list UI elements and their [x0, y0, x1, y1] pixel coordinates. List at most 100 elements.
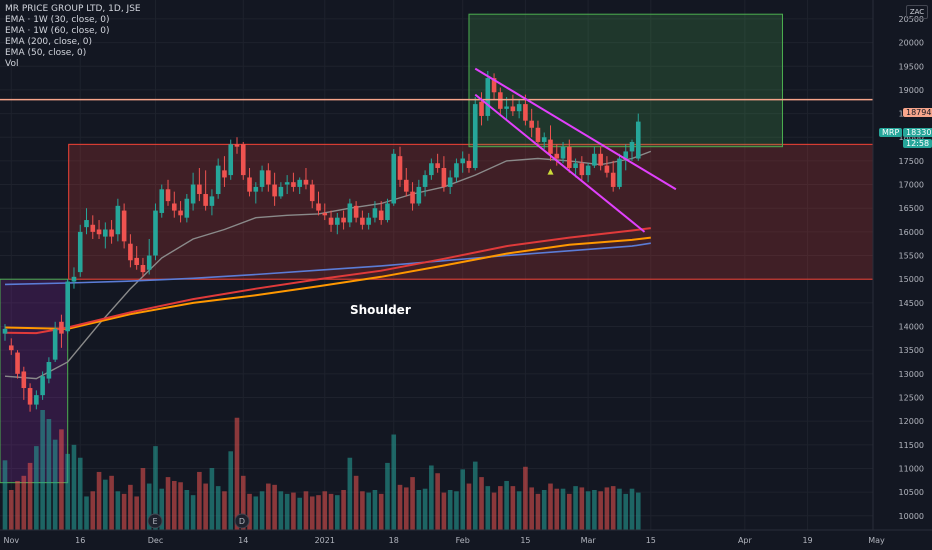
candle-body [341, 217, 346, 223]
buy-marker [547, 168, 554, 175]
volume-bar [510, 486, 516, 530]
candle [128, 234, 133, 268]
volume-bars [2, 410, 641, 530]
candle [34, 390, 39, 410]
volume-bar [134, 496, 139, 530]
volume-bar [629, 488, 635, 530]
candle [71, 267, 77, 289]
candle-body [84, 220, 89, 228]
event-badge-circle [147, 513, 163, 529]
candle-body [391, 153, 397, 204]
volume-bar [617, 488, 622, 530]
candle [297, 177, 302, 195]
legend-ema-w60: EMA · 1W (60, close, 0) [5, 26, 110, 36]
time-tick-label: Feb [456, 536, 470, 545]
price-tick-label: 13500 [899, 346, 924, 355]
candle [403, 167, 409, 197]
candle-body [253, 186, 259, 192]
candle-body [441, 167, 447, 187]
price-axis[interactable]: 10000 10500 11000 11500 12000 12500 13000 13500… [872, 0, 932, 550]
volume-bar [328, 493, 334, 530]
time-tick-label: Apr [738, 536, 753, 545]
legend[interactable]: MR PRICE GROUP LTD, 1D, JSE EMA · 1W (30… [5, 4, 141, 70]
volume-bar [109, 475, 114, 530]
price-tick-label: 16000 [899, 228, 924, 237]
candle [328, 210, 334, 232]
candle-body [2, 328, 8, 334]
price-tick-label: 12500 [899, 394, 924, 403]
candle [372, 201, 378, 223]
event-badge-label: E [152, 517, 157, 526]
volume-bar [159, 488, 165, 530]
volume-bar [65, 453, 70, 530]
candle [140, 257, 146, 277]
candle [491, 73, 497, 100]
volume-bar [385, 462, 390, 530]
price-tick-label: 17500 [899, 157, 924, 166]
price-tick-label: 19000 [899, 86, 924, 95]
volume-bar [197, 471, 202, 530]
volume-bar [222, 491, 227, 530]
candle-body [27, 388, 33, 405]
candle-body [90, 224, 96, 232]
candle-body [554, 153, 560, 159]
candle [335, 212, 340, 235]
candle-body [303, 179, 309, 185]
candle-body [222, 170, 227, 178]
candle-body [284, 182, 290, 185]
volume-bar [21, 475, 27, 530]
volume-bar [416, 490, 422, 530]
candle-body [153, 210, 158, 256]
candle-body [366, 217, 371, 225]
volume-bar [8, 490, 14, 530]
candle [190, 172, 196, 211]
volume-bar [429, 465, 434, 530]
volume-bar [460, 469, 466, 530]
candle-body [623, 151, 629, 159]
candle [573, 158, 578, 178]
candle [416, 179, 422, 206]
time-axis[interactable]: Nov 16 Dec 14 2021 18 Feb 15 Mar 15 Apr 19 May [0, 529, 932, 550]
currency-button[interactable]: ZAC [906, 5, 928, 19]
price-tick-label: 15500 [899, 252, 924, 261]
candle [159, 184, 165, 218]
candle-body [635, 121, 641, 159]
volume-bar [472, 461, 478, 530]
volume-bar [410, 477, 415, 530]
candle [59, 314, 64, 348]
event-badge: E [147, 513, 163, 529]
candle [529, 108, 534, 138]
volume-bar [498, 486, 503, 530]
volume-bar [184, 490, 190, 530]
candle-body [278, 186, 284, 197]
candle [115, 198, 121, 242]
candle [284, 175, 290, 195]
candle [266, 163, 271, 192]
candle [259, 165, 265, 192]
volume-bar [479, 477, 484, 530]
candle-body [378, 210, 384, 221]
candle [360, 210, 365, 230]
candle [15, 350, 20, 379]
volume-bar [165, 477, 171, 530]
candle [134, 246, 139, 270]
time-tick-label: 16 [75, 536, 85, 545]
candle-body [567, 146, 572, 168]
price-tick-label: 11500 [899, 441, 924, 450]
volume-bar [504, 480, 509, 530]
volume-bar [303, 491, 309, 530]
candle [8, 338, 14, 355]
price-tick-label: 10000 [899, 512, 924, 521]
volume-bar [579, 487, 585, 530]
volume-bar [247, 493, 252, 530]
volume-bar [598, 491, 603, 530]
volume-bar [554, 488, 560, 530]
candle-body [266, 170, 271, 185]
volume-bar [84, 496, 89, 530]
candle-body [77, 231, 83, 273]
candle [253, 182, 259, 204]
ema-w30-line [4, 236, 651, 330]
volume-bar [115, 491, 121, 530]
volume-bar [378, 493, 384, 530]
